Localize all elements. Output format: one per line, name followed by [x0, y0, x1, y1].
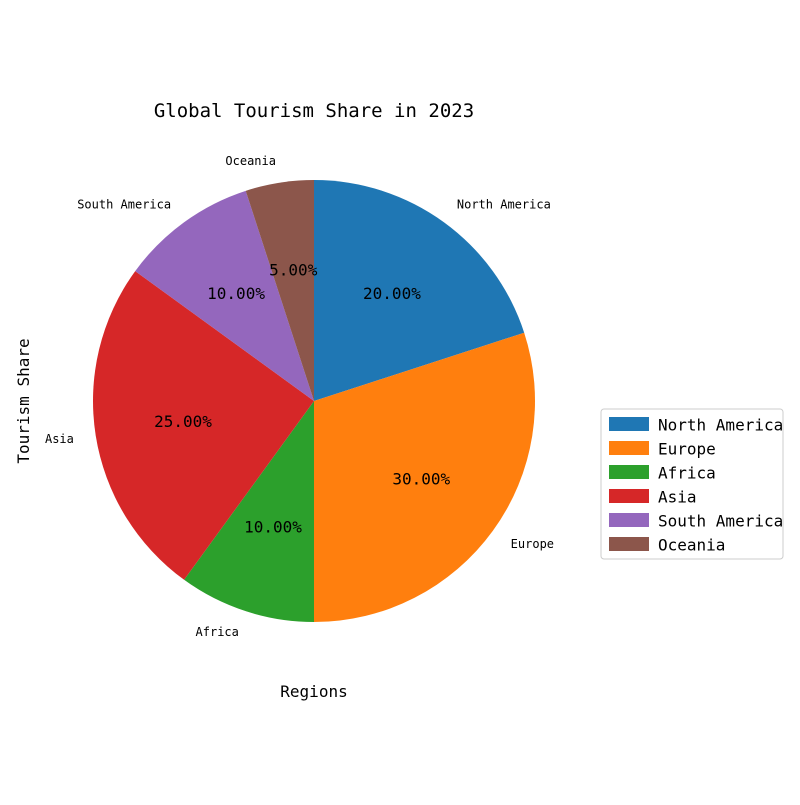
slice-label-oceania: Oceania [225, 154, 276, 168]
legend-swatch-asia [609, 489, 649, 503]
pie-slice-europe [314, 332, 535, 622]
legend-swatch-south-america [609, 513, 649, 527]
legend-swatch-oceania [609, 537, 649, 551]
pie-slice-oceania [245, 180, 314, 401]
chart-title: Global Tourism Share in 2023 [154, 100, 474, 122]
slice-label-south-america: South America [77, 197, 171, 211]
slice-label-asia: Asia [45, 432, 74, 446]
slice-percent-north-america: 20.00% [363, 284, 421, 303]
slice-percent-labels: 20.00%30.00%10.00%25.00%10.00%5.00% [154, 261, 450, 537]
slice-percent-south-america: 10.00% [207, 284, 265, 303]
legend-label-asia: Asia [658, 488, 697, 507]
legend-swatch-africa [609, 465, 649, 479]
pie-slice-asia [93, 271, 314, 580]
legend-label-south-america: South America [658, 512, 783, 531]
pie-slice-africa [184, 401, 314, 622]
pie-slices [93, 180, 535, 622]
pie-slice-south-america [135, 190, 314, 401]
slice-label-europe: Europe [511, 537, 554, 551]
legend-swatch-europe [609, 441, 649, 455]
legend-swatch-north-america [609, 417, 649, 431]
legend-label-north-america: North America [658, 416, 783, 435]
slice-percent-africa: 10.00% [244, 518, 302, 537]
y-axis-label: Tourism Share [14, 338, 33, 463]
x-axis-label: Regions [280, 682, 347, 701]
slice-percent-oceania: 5.00% [269, 261, 318, 280]
legend: North America Europe Africa Asia South Ameri… [600, 408, 784, 560]
legend-label-africa: Africa [658, 464, 716, 483]
slice-percent-asia: 25.00% [154, 412, 212, 431]
pie-slice-north-america [314, 180, 525, 401]
slice-name-labels: North America Europe Africa Asia South Ameri… [45, 154, 554, 639]
legend-label-oceania: Oceania [658, 536, 725, 555]
slice-label-north-america: North America [457, 197, 551, 211]
slice-label-africa: Africa [196, 625, 239, 639]
legend-label-europe: Europe [658, 440, 716, 459]
slice-percent-europe: 30.00% [392, 469, 450, 488]
